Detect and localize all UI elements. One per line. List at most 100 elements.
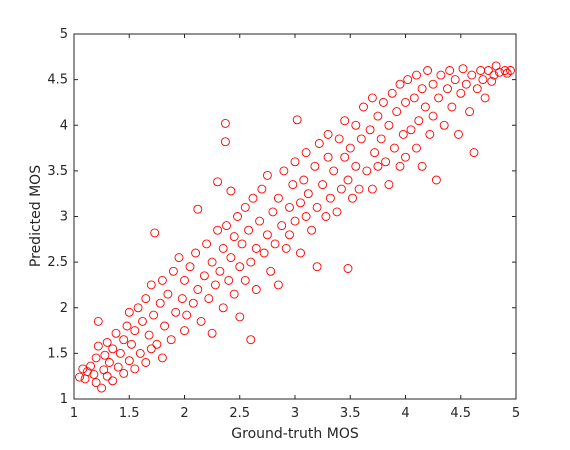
data-point xyxy=(182,310,192,320)
y-tick-label: 3 xyxy=(60,210,68,225)
data-point xyxy=(255,216,265,226)
data-point xyxy=(210,280,220,290)
data-point xyxy=(323,129,333,139)
data-point xyxy=(273,280,283,290)
data-point xyxy=(409,93,419,103)
y-tick-label: 1.5 xyxy=(47,346,68,361)
data-point xyxy=(102,337,112,347)
data-point xyxy=(395,79,405,89)
data-point xyxy=(340,152,350,162)
x-tick-label: 5 xyxy=(512,406,520,421)
x-tick-label: 2 xyxy=(180,406,188,421)
data-point xyxy=(469,148,479,158)
data-point xyxy=(86,361,96,371)
data-point xyxy=(127,339,136,349)
data-point xyxy=(336,184,346,194)
data-point xyxy=(91,353,101,363)
data-point xyxy=(226,253,236,263)
data-point xyxy=(384,120,394,130)
data-point xyxy=(93,316,103,326)
data-point xyxy=(251,285,261,294)
data-point xyxy=(456,88,466,98)
data-point xyxy=(483,66,493,75)
data-point xyxy=(288,180,298,190)
data-point xyxy=(439,120,449,130)
data-point xyxy=(240,202,250,212)
data-point xyxy=(395,161,405,171)
data-point xyxy=(149,310,159,320)
data-point xyxy=(193,285,203,294)
data-point xyxy=(325,193,335,203)
data-point xyxy=(292,115,302,125)
data-point xyxy=(365,125,375,135)
data-point xyxy=(104,358,114,367)
data-point xyxy=(89,369,99,379)
y-tick-label: 5 xyxy=(60,27,68,42)
x-tick-label: 4.5 xyxy=(450,406,471,421)
data-point xyxy=(279,166,289,176)
data-points xyxy=(75,61,515,393)
data-point xyxy=(168,266,178,276)
data-point xyxy=(229,289,239,299)
data-point xyxy=(334,134,344,144)
data-point xyxy=(233,212,242,221)
data-point xyxy=(163,289,173,299)
data-point xyxy=(434,93,444,103)
data-point xyxy=(115,348,125,358)
data-point xyxy=(150,228,160,238)
x-tick-label: 1 xyxy=(70,406,78,421)
data-point xyxy=(417,84,427,94)
data-point xyxy=(299,175,309,185)
data-point xyxy=(144,330,154,340)
axis-ticks: 1 1.5 2 2.5 3 3.5 4 4.5 5 1 1.5 2 2.5 3 3.5 4 4.5 5 xyxy=(47,27,520,421)
data-point xyxy=(146,280,156,290)
data-point xyxy=(489,70,499,80)
data-point xyxy=(343,264,353,273)
data-point xyxy=(303,189,313,199)
data-point xyxy=(502,68,512,78)
data-point xyxy=(207,257,217,267)
data-point xyxy=(160,321,170,331)
data-point xyxy=(244,225,254,235)
data-point xyxy=(193,204,203,214)
y-tick-label: 3.5 xyxy=(47,164,68,179)
data-point xyxy=(157,275,167,285)
data-point xyxy=(403,75,413,85)
data-point xyxy=(307,225,317,235)
data-point xyxy=(122,321,132,331)
data-point xyxy=(450,75,460,85)
data-point xyxy=(204,294,214,304)
x-tick-label: 3.5 xyxy=(340,406,361,421)
data-point xyxy=(188,298,198,308)
data-point xyxy=(480,93,490,103)
data-point xyxy=(133,303,143,313)
data-point xyxy=(412,70,421,80)
data-point xyxy=(166,335,176,345)
data-point xyxy=(130,364,140,374)
data-point xyxy=(354,184,364,194)
data-point xyxy=(312,262,322,272)
data-point xyxy=(220,118,230,128)
data-point xyxy=(500,66,510,75)
data-point xyxy=(171,307,181,317)
data-point xyxy=(251,243,261,253)
data-point xyxy=(235,312,245,322)
data-point xyxy=(412,143,421,153)
data-point xyxy=(423,66,433,75)
data-point xyxy=(414,116,424,126)
data-point xyxy=(345,143,355,153)
data-point xyxy=(445,66,455,75)
data-point xyxy=(266,266,276,276)
data-point xyxy=(124,356,134,366)
data-point xyxy=(425,129,435,139)
data-point xyxy=(506,66,515,75)
data-point xyxy=(348,193,357,203)
data-point xyxy=(108,344,118,354)
data-point xyxy=(202,239,212,249)
data-point xyxy=(102,371,112,381)
data-point xyxy=(180,326,189,336)
data-point xyxy=(290,216,300,226)
data-point xyxy=(351,120,361,130)
